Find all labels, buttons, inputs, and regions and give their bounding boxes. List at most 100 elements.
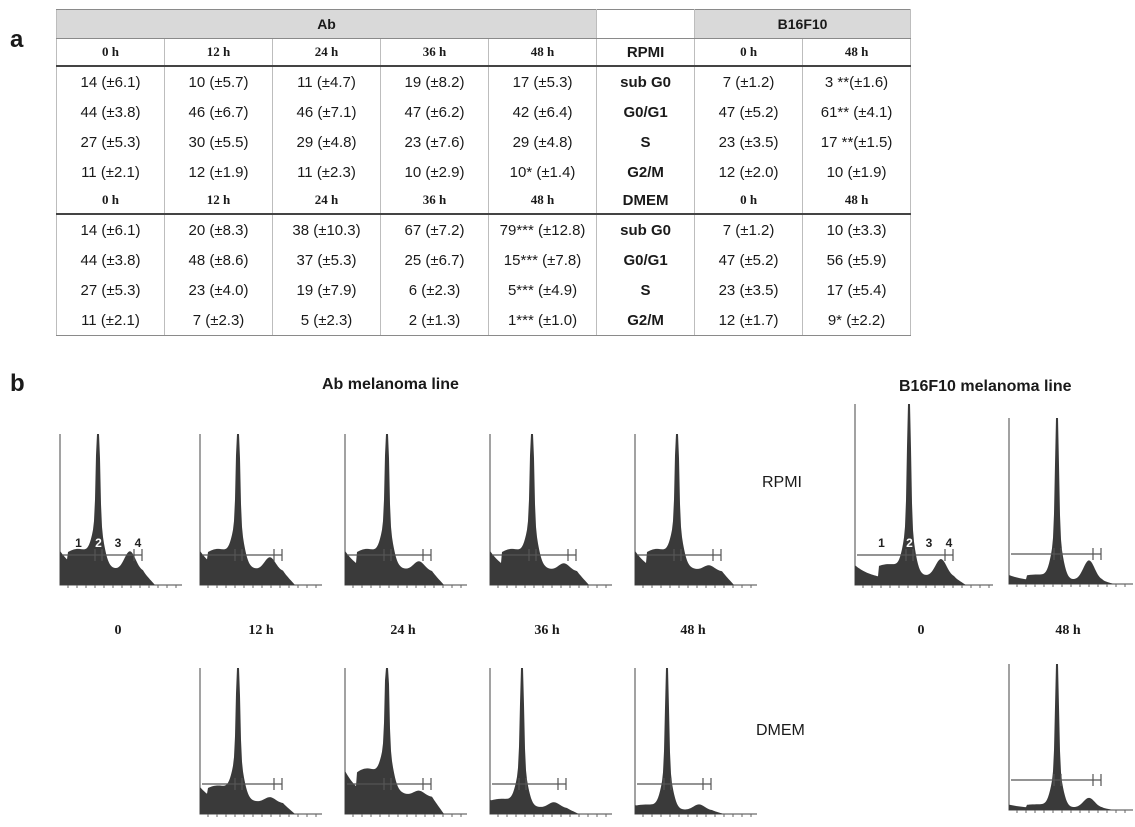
- b16-time-label: 48 h: [1055, 623, 1081, 638]
- panel-b-label: b: [10, 370, 25, 397]
- ab-value-cell: 37 (±5.3): [272, 245, 381, 275]
- phase-label-cell: S: [596, 127, 696, 157]
- ab-value-cell: 17 (±5.3): [487, 66, 598, 97]
- ab-time-label: 48 h: [680, 623, 706, 638]
- histogram-fill: [855, 404, 991, 585]
- histogram-fill: [345, 668, 465, 814]
- ab-time-header: 36 h: [380, 38, 489, 67]
- ab-value-cell: 42 (±6.4): [487, 97, 598, 127]
- gate-number: 4: [946, 536, 953, 550]
- ab-value-cell: 30 (±5.5): [164, 127, 273, 157]
- b16-value-cell: 17 **(±1.5): [802, 127, 912, 157]
- histogram-fill: [200, 434, 320, 585]
- rpmi-row-label: RPMI: [762, 474, 802, 491]
- histogram-fill: [60, 434, 180, 585]
- ab-value-cell: 20 (±8.3): [164, 214, 273, 245]
- ab-time-header: 24 h: [272, 38, 381, 67]
- ab-value-cell: 67 (±7.2): [380, 214, 489, 245]
- ab-time-label: 24 h: [390, 623, 416, 638]
- ab-value-cell: 7 (±2.3): [164, 305, 273, 336]
- histogram-fill: [490, 668, 610, 814]
- histogram-b16-dmem-48h: [1007, 662, 1135, 822]
- histogram-ab-dmem: [488, 666, 614, 826]
- ab-value-cell: 47 (±6.2): [380, 97, 489, 127]
- ab-time-header: 12 h: [164, 38, 273, 67]
- b16-value-cell: 3 **(±1.6): [802, 66, 912, 97]
- histogram-ab-rpmi: [488, 432, 614, 597]
- table-row: 14 (±6.1) 10 (±5.7) 11 (±4.7) 19 (±8.2) 17 (…: [56, 66, 912, 97]
- b16-value-cell: 47 (±5.2): [694, 245, 804, 275]
- b16-line-title: B16F10 melanoma line: [899, 378, 1072, 395]
- ab-value-cell: 79*** (±12.8): [487, 214, 598, 245]
- gate-markers: [202, 778, 283, 790]
- ab-time-header: 24 h: [272, 187, 381, 215]
- ab-time-label: 36 h: [534, 623, 560, 638]
- histogram-fill: [635, 434, 755, 585]
- b16-value-cell: 23 (±3.5): [694, 127, 804, 157]
- histogram-ab-rpmi: [198, 432, 324, 597]
- phase-label-cell: S: [596, 275, 696, 305]
- histogram-ab-rpmi: [343, 432, 469, 597]
- time-header-row: 0 h 12 h 24 h 36 h 48 h RPMI 0 h 48 h: [56, 38, 912, 67]
- b16-value-cell: 7 (±1.2): [694, 214, 804, 245]
- gate-number: 4: [135, 536, 142, 550]
- group-ab-header: Ab: [55, 9, 598, 39]
- gate-number: 1: [75, 536, 82, 550]
- table-row: 14 (±6.1) 20 (±8.3) 38 (±10.3) 67 (±7.2) 79*…: [56, 214, 912, 245]
- phase-label-cell: G2/M: [596, 305, 696, 336]
- histogram-fill: [345, 434, 465, 585]
- b16-value-cell: 12 (±2.0): [694, 157, 804, 187]
- b16-value-cell: 12 (±1.7): [694, 305, 804, 336]
- ab-value-cell: 48 (±8.6): [164, 245, 273, 275]
- ab-value-cell: 14 (±6.1): [56, 214, 165, 245]
- phase-label-cell: G0/G1: [596, 97, 696, 127]
- histogram-fill: [200, 668, 320, 814]
- phase-label-cell: G2/M: [596, 157, 696, 187]
- ab-time-header: 48 h: [487, 38, 598, 67]
- histogram-axes: [854, 404, 993, 586]
- b16-value-cell: 7 (±1.2): [694, 66, 804, 97]
- ab-value-cell: 44 (±3.8): [56, 245, 165, 275]
- panel-a-label: a: [10, 26, 24, 53]
- table-row: 27 (±5.3) 30 (±5.5) 29 (±4.8) 23 (±7.6) 29 (…: [56, 127, 912, 157]
- gate-markers: [492, 549, 577, 561]
- b16-time-header: 0 h: [694, 187, 804, 215]
- histogram-ab-dmem: [343, 666, 469, 826]
- ab-value-cell: 5 (±2.3): [272, 305, 381, 336]
- histogram-b16-rpmi-48h: [1007, 416, 1135, 596]
- group-header-row: Ab B16F10: [55, 9, 912, 39]
- ab-value-cell: 10 (±2.9): [380, 157, 489, 187]
- gate-number: 2: [95, 536, 102, 550]
- b16-value-cell: 10 (±1.9): [802, 157, 912, 187]
- gate-markers: [202, 549, 283, 561]
- histogram-ab-dmem: [198, 666, 324, 826]
- gate-markers: [347, 549, 432, 561]
- ab-value-cell: 27 (±5.3): [56, 275, 165, 305]
- gate-markers: [857, 549, 954, 561]
- ab-value-cell: 29 (±4.8): [487, 127, 598, 157]
- histogram-fill: [1009, 664, 1131, 810]
- ab-value-cell: 11 (±2.1): [56, 305, 165, 336]
- gate-markers: [637, 549, 722, 561]
- histogram-fill: [635, 668, 755, 814]
- table-row: 27 (±5.3) 23 (±4.0) 19 (±7.9) 6 (±2.3) 5*** …: [56, 275, 912, 305]
- ab-value-cell: 15*** (±7.8): [487, 245, 598, 275]
- ab-value-cell: 11 (±2.1): [56, 157, 165, 187]
- ab-value-cell: 11 (±4.7): [272, 66, 381, 97]
- b16-value-cell: 9* (±2.2): [802, 305, 912, 336]
- table-row: 11 (±2.1) 7 (±2.3) 5 (±2.3) 2 (±1.3) 1*** (±…: [56, 305, 912, 336]
- histogram-ab-dmem: [633, 666, 759, 826]
- ab-value-cell: 19 (±7.9): [272, 275, 381, 305]
- gate-number: 3: [926, 536, 933, 550]
- ab-value-cell: 27 (±5.3): [56, 127, 165, 157]
- ab-value-cell: 29 (±4.8): [272, 127, 381, 157]
- ab-value-cell: 46 (±7.1): [272, 97, 381, 127]
- ab-value-cell: 23 (±7.6): [380, 127, 489, 157]
- ab-time-label: 0: [114, 623, 122, 638]
- gate-markers: [637, 778, 712, 790]
- ab-time-header: 0 h: [56, 38, 165, 67]
- b16-time-header: 0 h: [694, 38, 804, 67]
- gate-markers: [1011, 774, 1102, 786]
